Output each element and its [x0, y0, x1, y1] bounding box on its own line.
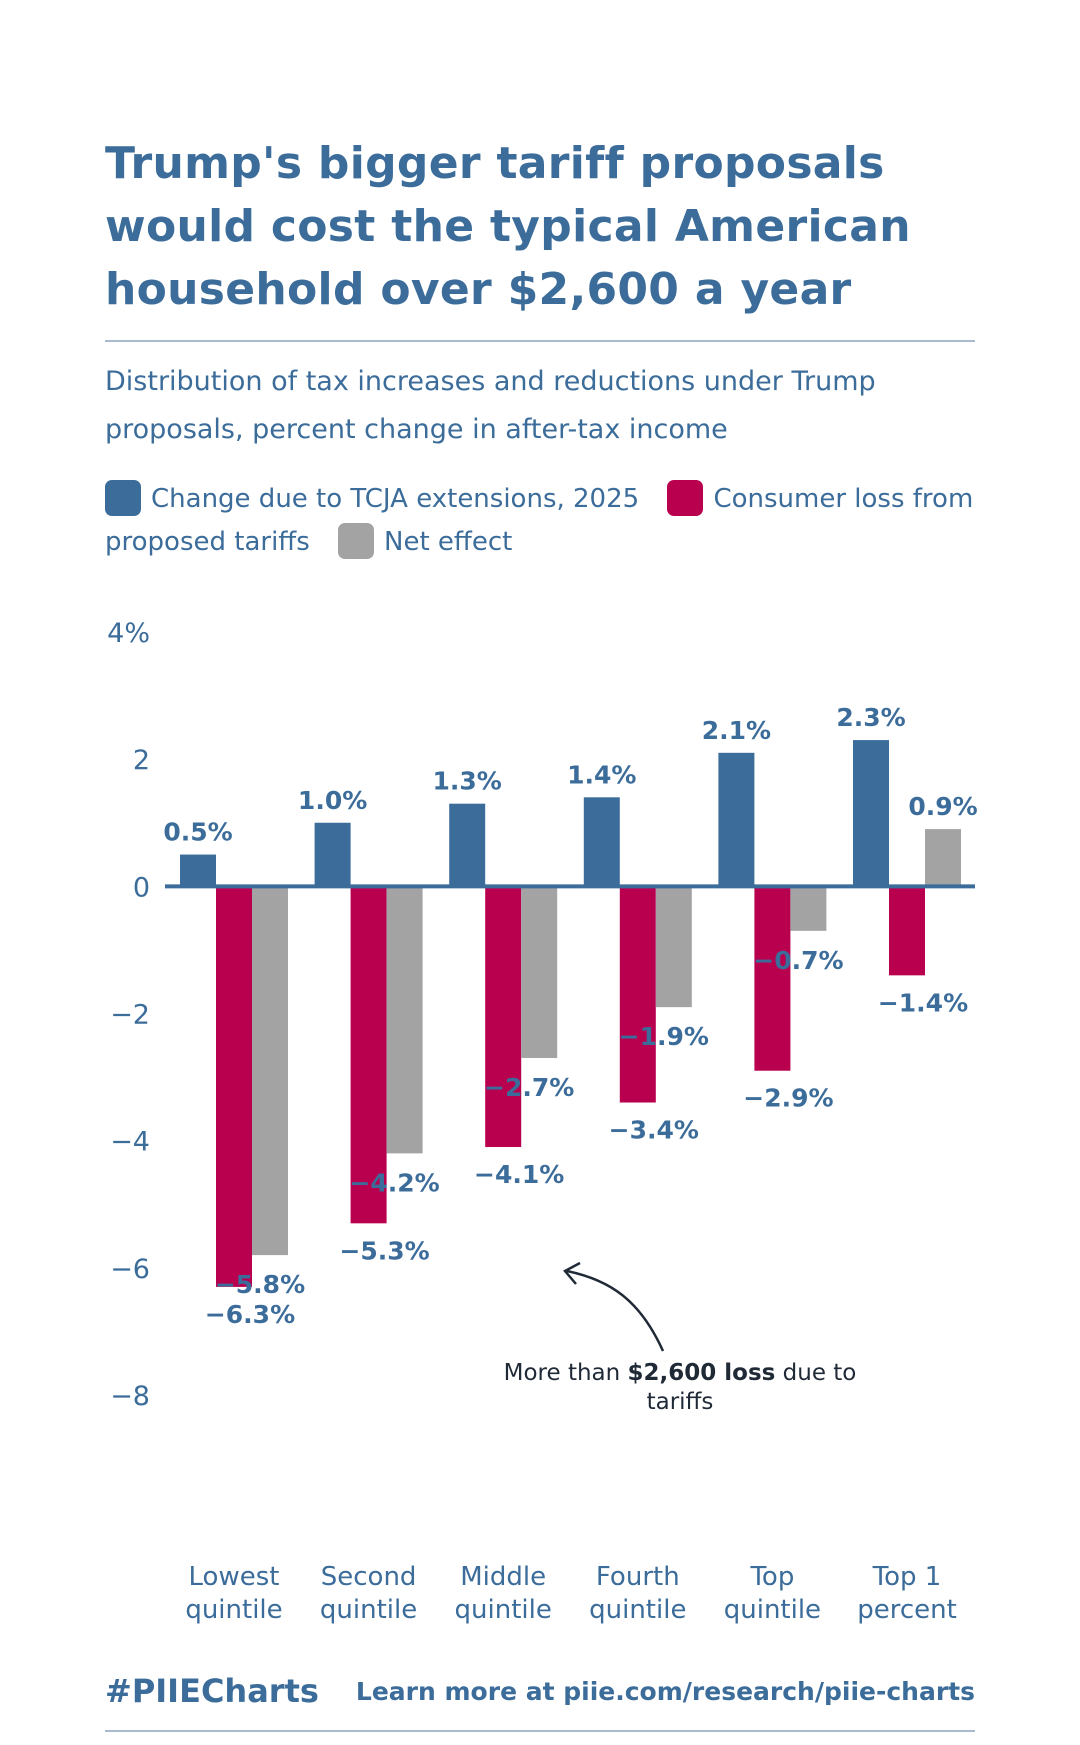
legend-label-tcja: Change due to TCJA extensions, 2025	[151, 484, 640, 514]
bar	[521, 886, 558, 1059]
y-tick-label: −6	[110, 1254, 150, 1285]
bar-chart: 4% 2 0 −2 −4 −6 −8 0.5% −6.3%−5.8% 1.0% −5.3% −4.2…	[107, 618, 978, 1625]
bar	[216, 886, 252, 1287]
bar-group	[180, 740, 961, 1287]
bar	[925, 829, 961, 887]
x-tick-label: quintile	[589, 1595, 686, 1625]
bar	[386, 886, 423, 1154]
y-tick-label: −8	[110, 1381, 150, 1412]
annotation-arrow	[566, 1269, 665, 1352]
bar-value-label: −5.3%	[339, 1236, 429, 1265]
bar-value-label: −4.2%	[349, 1168, 439, 1197]
x-tick-label: Lowest	[189, 1562, 280, 1592]
y-tick-label: −4	[110, 1127, 150, 1158]
y-tick-label: 2	[133, 745, 150, 776]
legend-item-net: Net effect	[338, 523, 513, 559]
footer-divider	[105, 1730, 975, 1732]
x-tick-label: Top 1	[872, 1562, 942, 1592]
annotation-line-2: tariffs	[647, 1389, 714, 1415]
bar	[718, 752, 755, 887]
bar	[655, 886, 692, 1008]
annotation-prefix: More than	[504, 1360, 628, 1386]
bar	[314, 822, 351, 887]
annotation-suffix: due to	[775, 1360, 856, 1386]
bar-value-label: −4.1%	[474, 1160, 564, 1189]
annotation-bold: $2,600 loss	[628, 1360, 776, 1386]
bar	[180, 854, 216, 887]
bar-value-label: −2.7%	[484, 1073, 574, 1102]
bar	[350, 886, 387, 1224]
bar-value-label: 2.3%	[836, 703, 905, 732]
bar	[583, 797, 620, 887]
legend-swatch-net	[338, 523, 375, 559]
legend: Change due to TCJA extensions, 2025 Cons…	[105, 478, 985, 564]
x-tick-label: quintile	[455, 1595, 552, 1625]
bar-value-label: 1.3%	[433, 767, 502, 796]
bar-value-label: −0.7%	[753, 946, 843, 975]
legend-swatch-tcja	[105, 480, 141, 516]
bar-value-label: −5.8%	[215, 1270, 305, 1299]
bar	[853, 740, 889, 887]
x-tick-label: quintile	[320, 1595, 417, 1625]
annotation-line-1: More than $2,600 loss due to	[504, 1360, 857, 1386]
legend-label-net: Net effect	[384, 527, 513, 557]
bar-value-label: 0.5%	[163, 818, 232, 847]
footer-hashtag: #PIIECharts	[105, 1672, 319, 1710]
bar	[619, 886, 656, 1103]
y-tick-label: −2	[110, 1000, 150, 1031]
bar	[754, 886, 791, 1071]
bar-value-label: −3.4%	[609, 1116, 699, 1145]
chart-subtitle: Distribution of tax increases and reduct…	[105, 366, 876, 445]
bar-value-label: −6.3%	[205, 1300, 295, 1329]
x-tick-label: quintile	[185, 1595, 282, 1625]
bar	[889, 886, 925, 976]
x-tick-label: Fourth	[596, 1562, 680, 1592]
annotation-arrowhead	[563, 1261, 581, 1285]
bar-value-label: −2.9%	[743, 1084, 833, 1113]
bar-value-label: −1.4%	[878, 988, 968, 1017]
bar	[449, 803, 486, 887]
legend-label-tariffs: Consumer loss from proposed tariffs	[105, 484, 974, 557]
footer-link[interactable]: Learn more at piie.com/research/piie-cha…	[355, 1677, 975, 1706]
bar-value-label: 1.4%	[567, 760, 636, 789]
x-tick-label: Top	[749, 1562, 794, 1592]
data-labels: 0.5% −6.3%−5.8% 1.0% −5.3% −4.2% 1.3% −4.1% −2.…	[163, 703, 977, 1329]
bar	[252, 886, 288, 1256]
y-axis-ticks: 4% 2 0 −2 −4 −6 −8	[107, 618, 150, 1412]
bar-value-label: 2.1%	[702, 716, 771, 745]
x-tick-label: quintile	[724, 1595, 821, 1625]
x-tick-label: Second	[321, 1562, 417, 1592]
legend-item-tcja: Change due to TCJA extensions, 2025	[105, 480, 640, 516]
y-tick-label: 0	[133, 872, 150, 903]
x-axis-labels: LowestquintileSecondquintileMiddlequinti…	[185, 1562, 956, 1625]
bar-value-label: −1.9%	[619, 1022, 709, 1051]
bar	[485, 886, 522, 1148]
y-tick-label: 4%	[107, 618, 150, 649]
x-tick-label: Middle	[460, 1562, 546, 1592]
legend-swatch-tariffs	[667, 480, 704, 516]
bar-value-label: 0.9%	[908, 792, 977, 821]
chart-title: Trump's bigger tariff proposals would co…	[105, 138, 911, 315]
x-tick-label: percent	[857, 1595, 957, 1625]
legend-item-tariffs: Consumer loss from proposed tariffs	[105, 480, 974, 557]
title-divider	[105, 340, 975, 342]
bar-value-label: 1.0%	[298, 786, 367, 815]
bar	[790, 886, 827, 931]
annotation-group: More than $2,600 loss due to tariffs	[504, 1261, 857, 1415]
